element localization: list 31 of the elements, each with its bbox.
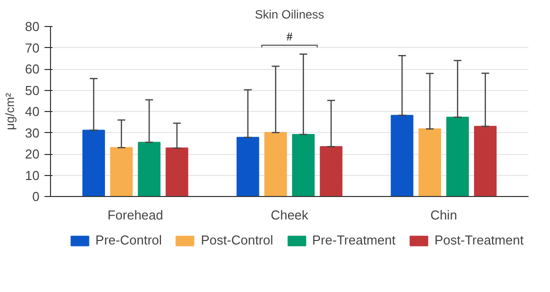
y-tick-label: 60 [25,62,40,76]
legend-label: Pre-Treatment [312,232,396,248]
bar [138,142,160,196]
bar [110,147,133,196]
bar [446,116,469,196]
bar [292,134,315,196]
bar [264,132,287,196]
legend-label: Post-Treatment [434,232,524,248]
y-tick-label: 10 [25,168,40,183]
y-tick-label: 70 [25,40,40,56]
y-tick-label: 40 [25,104,40,119]
y-tick-label: 80 [25,19,40,34]
x-tick-label: Chin [430,208,458,222]
y-tick-label: 0 [32,189,40,204]
bar [418,128,442,196]
y-tick-label: 30 [25,125,40,140]
bar [166,148,188,196]
bar [474,126,497,196]
bar [390,114,414,196]
chart-title: Skin Oiliness [254,8,324,22]
annotation: # [286,30,292,44]
x-tick-label: Cheek [270,208,309,222]
y-tick-label: 20 [25,146,40,162]
x-tick-label: Forehead [107,208,164,222]
bar [320,146,342,196]
y-tick-label: 50 [25,82,40,98]
bar [82,130,105,196]
legend-label: Pre-Control [95,232,162,248]
legend-label: Post-Control [200,232,274,248]
y-axis-title: μg/cm² [3,93,18,130]
bar [236,136,260,196]
